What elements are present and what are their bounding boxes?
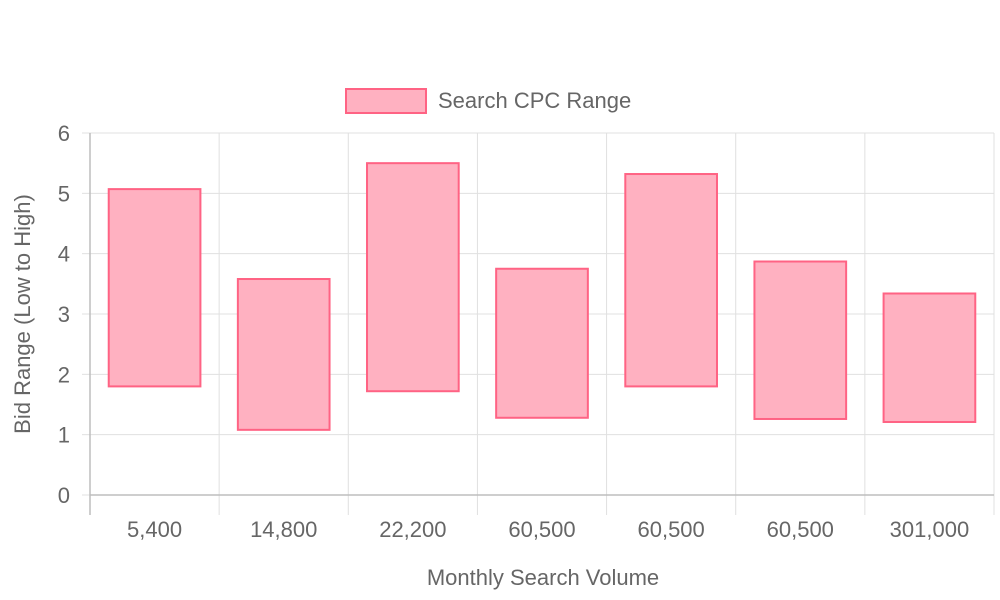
x-tick-label: 60,500 (637, 517, 704, 542)
legend[interactable]: Search CPC Range (345, 88, 631, 114)
legend-label[interactable]: Search CPC Range (438, 88, 631, 113)
y-tick-label: 2 (58, 362, 70, 387)
x-tick-label: 60,500 (508, 517, 575, 542)
x-tick-label: 5,400 (127, 517, 182, 542)
range-bar[interactable] (107, 188, 202, 388)
range-bar[interactable] (495, 267, 589, 419)
x-tick-label: 301,000 (890, 517, 970, 542)
axes-layer: 0 1 2 3 4 5 6 5,400 14,800 22,200 60,500 60,500 60,5… (58, 121, 994, 542)
range-bar[interactable] (624, 173, 718, 388)
x-axis-title: Monthly Search Volume (427, 565, 659, 590)
x-tick-label: 60,500 (767, 517, 834, 542)
y-tick-label: 4 (58, 242, 70, 267)
legend-swatch[interactable] (345, 88, 427, 114)
range-bar[interactable] (882, 292, 977, 423)
y-tick-label: 1 (58, 423, 70, 448)
range-bar[interactable] (366, 162, 460, 393)
range-bar[interactable] (753, 260, 848, 420)
y-tick-label: 6 (58, 121, 70, 146)
y-tick-label: 3 (58, 302, 70, 327)
y-axis-title: Bid Range (Low to High) (10, 194, 35, 434)
x-tick-label: 14,800 (250, 517, 317, 542)
y-tick-label: 5 (58, 181, 70, 206)
range-bar[interactable] (236, 278, 331, 431)
y-tick-label: 0 (58, 483, 70, 508)
x-tick-label: 22,200 (379, 517, 446, 542)
bars-layer (107, 162, 977, 431)
